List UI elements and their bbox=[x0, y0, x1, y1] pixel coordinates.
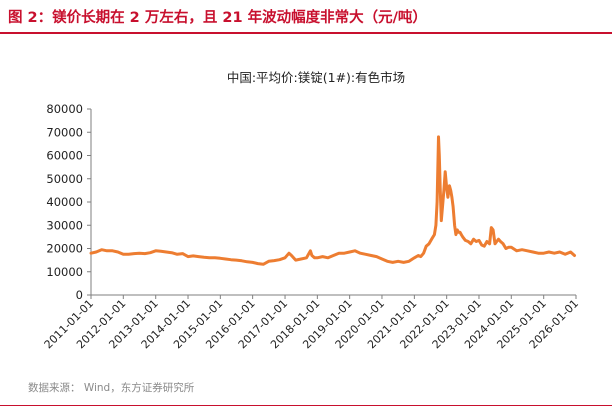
y-tick-label: 40000 bbox=[46, 195, 83, 209]
line-chart: 中国:平均价:镁锭(1#):有色市场 0 10000 20000 30000 40000… bbox=[42, 70, 581, 351]
x-axis-ticks: 2011-01-012012-01-012013-01-012014-01-01… bbox=[42, 295, 581, 351]
data-source-note: 数据来源： Wind，东方证券研究所 bbox=[28, 382, 195, 394]
figure-title: 图 2：镁价长期在 2 万左右，且 21 年波动幅度非常大（元/吨） bbox=[8, 10, 427, 26]
y-tick-label: 0 bbox=[76, 288, 83, 302]
chart-title: 中国:平均价:镁锭(1#):有色市场 bbox=[227, 70, 405, 85]
axes bbox=[90, 109, 576, 296]
y-tick-label: 50000 bbox=[46, 172, 83, 186]
y-tick-label: 70000 bbox=[46, 125, 83, 139]
y-axis-ticks: 0 10000 20000 30000 40000 50000 60000 70000 8000… bbox=[46, 102, 91, 302]
footer-rule bbox=[0, 405, 612, 406]
title-rule bbox=[0, 32, 612, 34]
y-tick-label: 80000 bbox=[46, 102, 83, 116]
y-tick-label: 10000 bbox=[46, 265, 83, 279]
y-tick-label: 60000 bbox=[46, 149, 83, 163]
series-layer bbox=[89, 135, 576, 266]
y-tick-label: 30000 bbox=[46, 218, 83, 232]
series-line bbox=[89, 135, 576, 266]
y-tick-label: 20000 bbox=[46, 242, 83, 256]
